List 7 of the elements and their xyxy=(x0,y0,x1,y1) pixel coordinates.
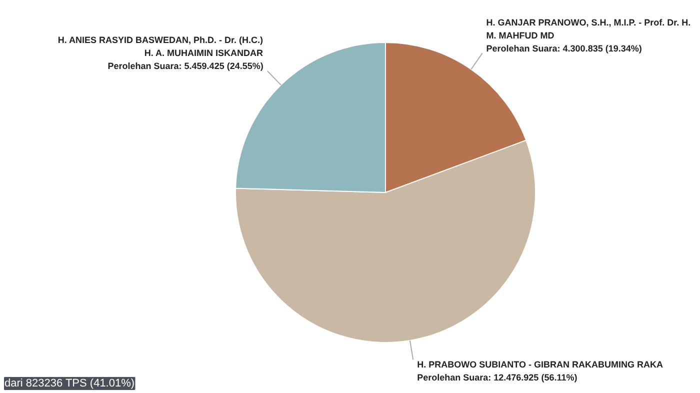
slice-label: H. PRABOWO SUBIANTO - GIBRAN RAKABUMING RAKA xyxy=(417,360,664,370)
slice-label: H. GANJAR PRANOWO, S.H., M.I.P. - Prof. Dr. H. M. MAHFUD MD xyxy=(486,17,691,40)
data-label: Perolehan Suara: 5.459.425 (24.55%) xyxy=(108,60,264,71)
text: dari 823236 TPS (41.01%) xyxy=(4,378,135,390)
slice-label: H. ANIES RASYID BASWEDAN, Ph.D. - Dr. (H.C.) H. A. MUHAIMIN ISKANDAR xyxy=(58,34,264,58)
data-label: Perolehan Suara: 4.300.835 (19.34%) xyxy=(486,43,642,54)
data-label: Perolehan Suara: 12.476.925 (56.11%) xyxy=(417,372,578,383)
